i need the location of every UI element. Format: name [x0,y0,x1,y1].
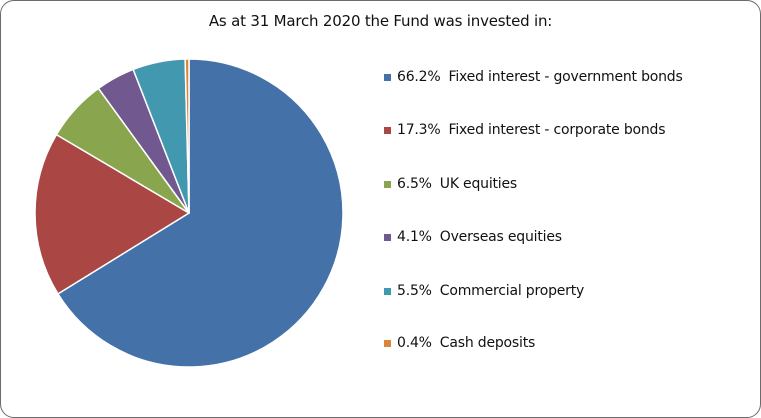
legend-label: Fixed interest - corporate bonds [448,122,666,138]
legend-swatch [384,233,391,241]
legend-swatch [384,126,391,134]
legend-item-commercial-property: 5.5% Commercial property [384,282,584,300]
legend-value: 0.4% [397,335,432,351]
pie-slice-cash-deposits [184,58,190,214]
legend-swatch [384,73,391,81]
pie-slices [34,58,344,368]
legend-label: Cash deposits [439,335,536,351]
legend-swatch [384,180,391,188]
legend-value: 17.3% [397,122,441,138]
chart-title: As at 31 March 2020 the Fund was investe… [208,12,553,30]
legend-value: 5.5% [397,283,432,299]
legend-label: Fixed interest - government bonds [448,69,683,85]
legend-swatch [384,287,391,295]
pie-slice-government-bonds [57,58,344,368]
legend-item-government-bonds: 66.2% Fixed interest - government bonds [384,68,683,86]
legend-value: 6.5% [397,176,432,192]
legend-label: Commercial property [439,283,585,299]
chart-legend: 66.2% Fixed interest - government bonds … [384,0,754,418]
legend-item-corporate-bonds: 17.3% Fixed interest - corporate bonds [384,121,666,139]
legend-label: UK equities [439,176,518,192]
legend-item-overseas-equities: 4.1% Overseas equities [384,228,562,246]
legend-item-uk-equities: 6.5% UK equities [384,175,517,193]
legend-item-cash-deposits: 0.4% Cash deposits [384,334,535,352]
legend-label: Overseas equities [439,229,562,245]
legend-value: 4.1% [397,229,432,245]
legend-swatch [384,339,391,347]
pie-slice-corporate-bonds [34,133,190,295]
legend-value: 66.2% [397,69,441,85]
